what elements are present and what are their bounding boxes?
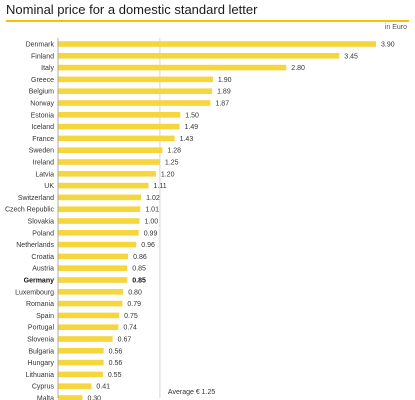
bar [58,41,376,47]
average-label: Average € 1.25 [168,389,215,396]
bar [58,383,92,389]
category-label: Croatia [31,254,54,261]
value-label: 1.49 [184,124,198,131]
bar [58,88,213,94]
bar [58,348,104,354]
value-label: 1.87 [215,101,229,108]
value-label: 1.90 [218,77,232,84]
category-label: Austria [32,266,54,273]
value-label: 2.80 [291,65,305,72]
category-label: Greece [31,77,54,84]
unit-label: in Euro [384,24,407,31]
bar [58,359,104,366]
value-label: 1.11 [154,183,167,190]
category-label: Spain [36,313,54,320]
value-label: 1.89 [217,89,231,96]
bar [58,76,213,83]
value-label: 0.80 [128,289,142,296]
category-label: Bulgaria [28,348,54,355]
bar [58,100,211,106]
bar [58,230,139,236]
category-label: Malta [37,396,54,400]
category-label: Denmark [26,42,55,49]
value-label: 0.85 [132,266,146,273]
value-label: 0.41 [96,384,110,391]
category-label: Portugal [28,325,55,332]
value-label: 1.02 [146,195,160,202]
title-accent-rule [6,20,409,22]
bar [58,324,119,330]
value-label: 0.99 [144,230,158,237]
value-label: 3.90 [381,42,395,49]
bar [58,53,340,59]
bar [58,64,287,71]
bar [58,277,128,283]
value-label: 1.50 [185,112,199,119]
value-label: 0.67 [118,337,132,344]
value-label: 0.75 [124,313,138,320]
category-label: Estonia [31,112,54,119]
category-label: Sweden [29,148,54,155]
value-label: 0.56 [109,360,123,367]
value-label: 1.43 [180,136,194,143]
category-label: Ireland [33,160,55,167]
value-label: 0.30 [87,396,101,400]
value-label: 1.28 [167,148,181,155]
value-label: 0.56 [109,348,123,355]
category-label: UK [44,183,54,190]
bar [58,159,160,165]
bar [58,112,181,118]
category-label: Norway [30,101,54,108]
bar [58,336,113,342]
bar [58,135,175,142]
chart-title: Nominal price for a domestic standard le… [6,2,258,17]
category-label: Slovenia [27,337,54,344]
category-label: Finland [31,53,54,60]
bar [58,395,83,400]
category-label: Italy [41,65,54,72]
category-label: Lithuania [26,372,55,379]
bar [58,171,156,177]
value-label: 0.86 [133,254,147,261]
category-label: Iceland [31,124,54,131]
value-label: 1.00 [145,219,159,226]
category-label: Latvia [35,171,54,178]
category-label: Luxembourg [15,289,54,296]
category-label: Germany [24,278,54,285]
bar [58,182,149,189]
value-label: 1.01 [145,207,159,214]
category-label: Czech Republic [5,207,55,214]
category-label: France [32,136,54,143]
value-label: 1.20 [161,171,175,178]
bar [58,289,124,295]
bar [58,194,142,201]
bar [58,206,141,212]
bar [58,300,123,307]
category-label: Cyprus [32,384,55,391]
bar [58,123,180,130]
bar [58,253,129,260]
value-label: 1.25 [165,160,179,167]
bar [58,371,103,378]
value-label: 3.45 [344,53,358,60]
value-label: 0.79 [127,301,141,308]
category-label: Netherlands [16,242,54,249]
value-label: 0.85 [132,278,146,285]
value-label: 0.55 [108,372,122,379]
category-label: Hungary [28,360,55,367]
value-label: 0.74 [123,325,137,332]
bar [58,241,137,248]
bar [58,218,140,224]
bar [58,147,163,153]
bar [58,312,120,319]
category-label: Belgium [29,89,54,96]
category-label: Switzerland [18,195,54,202]
category-label: Poland [32,230,54,237]
value-label: 0.96 [141,242,155,249]
category-label: Slovakia [28,219,55,226]
category-label: Romania [26,301,54,308]
bar [58,265,128,271]
